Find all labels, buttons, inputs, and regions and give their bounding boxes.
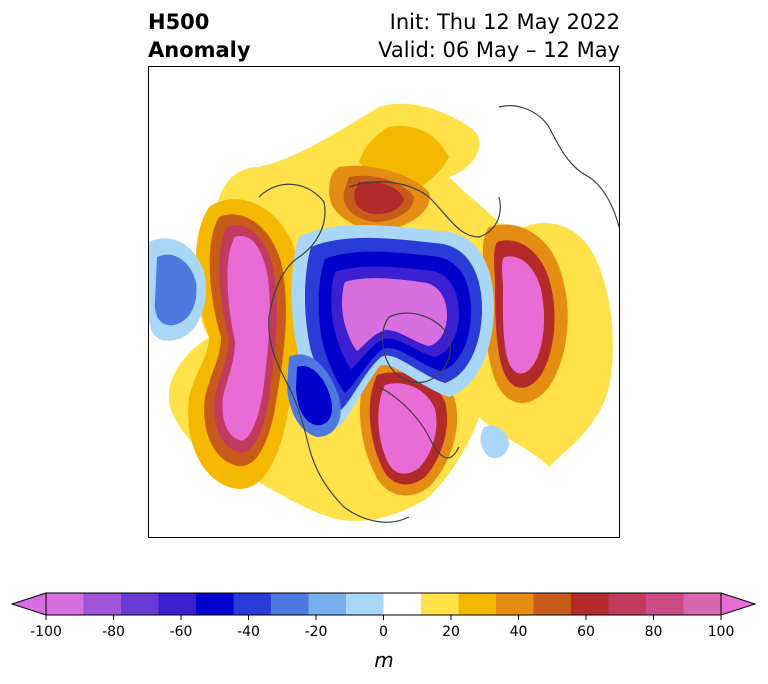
colorbar-tick-label: 60 xyxy=(577,624,595,640)
colorbar-tick-label: -20 xyxy=(305,624,328,640)
colorbar-unit: m xyxy=(374,648,393,672)
colorbar-tick-label: -40 xyxy=(237,624,260,640)
colorbar-cell xyxy=(608,593,647,615)
colorbar-cell xyxy=(271,593,309,615)
colorbar-cell xyxy=(646,593,684,615)
title-field: H500 xyxy=(148,10,210,34)
valid-range: Valid: 06 May – 12 May xyxy=(378,38,620,62)
colorbar-cell xyxy=(421,593,459,615)
colorbar-cell xyxy=(383,593,422,615)
map-dates: Init: Thu 12 May 2022 Valid: 06 May – 12… xyxy=(378,8,620,64)
colorbar-tick-label: 100 xyxy=(708,624,735,640)
colorbar-cell xyxy=(308,593,347,615)
colorbar-cell xyxy=(346,593,384,615)
colorbar-tick-label: -100 xyxy=(30,624,62,640)
colorbar-tick-label: -80 xyxy=(102,624,125,640)
colorbar-cell xyxy=(121,593,159,615)
title-subfield: Anomaly xyxy=(148,38,251,62)
negative-anomaly-fields xyxy=(149,225,509,459)
coastlines xyxy=(258,105,619,523)
colorbar-tick-label: -60 xyxy=(170,624,193,640)
colorbar-cell xyxy=(83,593,122,615)
init-date: Init: Thu 12 May 2022 xyxy=(389,10,620,34)
map-canvas xyxy=(149,103,619,523)
colorbar-cell xyxy=(571,593,609,615)
colorbar-cell xyxy=(458,593,497,615)
colorbar-tick-label: 40 xyxy=(510,624,528,640)
colorbar-under-arrow xyxy=(10,592,47,616)
colorbar-tick-label: 80 xyxy=(645,624,663,640)
colorbar-cell xyxy=(496,593,534,615)
anomaly-map xyxy=(148,66,620,538)
colorbar-tick-label: 0 xyxy=(379,624,388,640)
colorbar-tick-label: 20 xyxy=(442,624,460,640)
colorbar-cell xyxy=(46,593,84,615)
colorbar: -100 -80 -60 -40 -20 0 20 40 60 80 100 m xyxy=(10,592,757,672)
colorbar-cell xyxy=(233,593,272,615)
colorbar-cell xyxy=(683,593,722,615)
colorbar-cell xyxy=(196,593,234,615)
colorbar-cell xyxy=(158,593,197,615)
positive-anomaly-fields xyxy=(168,103,613,521)
colorbar-cell xyxy=(533,593,572,615)
colorbar-ticks: -100 -80 -60 -40 -20 0 20 40 60 80 100 xyxy=(30,615,734,640)
map-title: H500 Anomaly xyxy=(148,8,251,64)
colorbar-cells xyxy=(46,593,722,615)
colorbar-over-arrow xyxy=(720,592,757,616)
